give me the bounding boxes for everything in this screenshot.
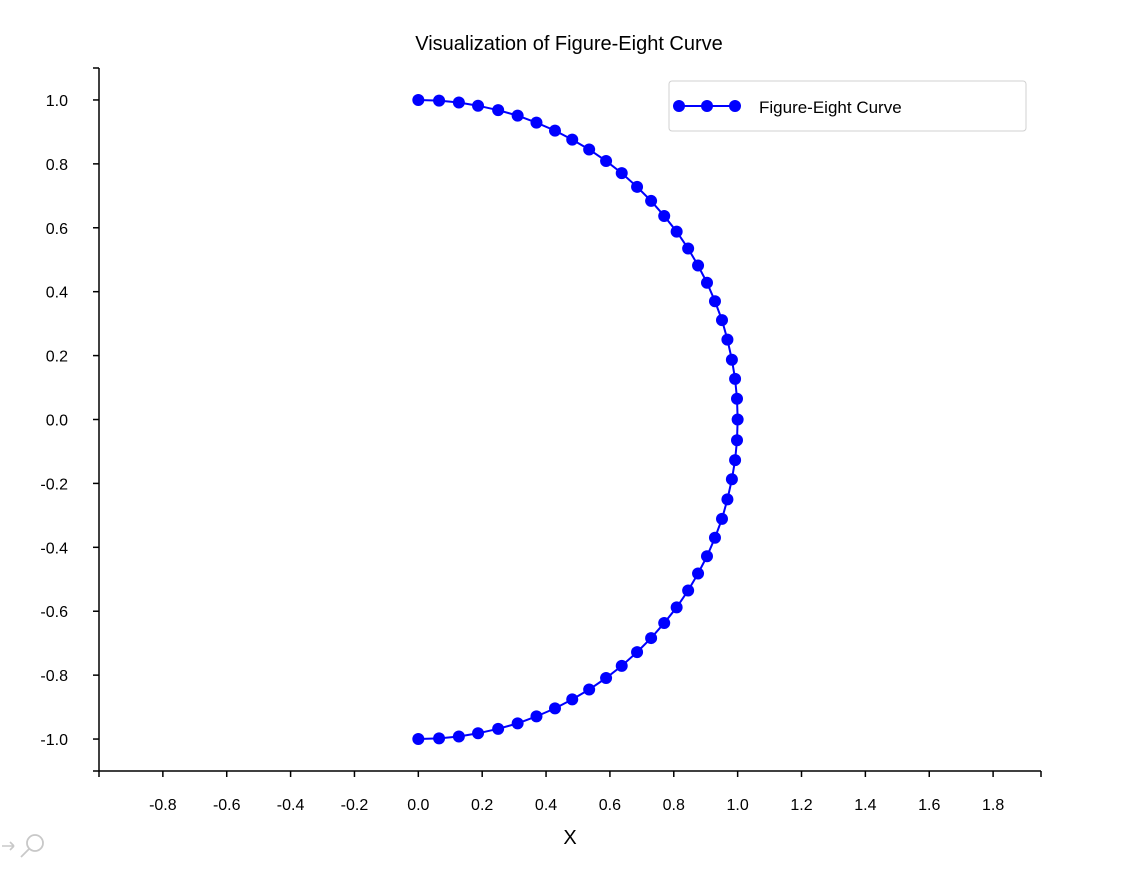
data-point bbox=[721, 493, 734, 506]
data-point bbox=[631, 180, 644, 193]
data-point bbox=[472, 727, 485, 740]
legend-marker bbox=[729, 100, 741, 112]
data-point bbox=[708, 295, 721, 308]
series-line bbox=[418, 98, 739, 741]
y-tick-label: 1.0 bbox=[46, 93, 68, 110]
data-point bbox=[658, 209, 671, 222]
x-tick-label: 1.6 bbox=[918, 797, 940, 814]
data-point bbox=[615, 659, 628, 672]
pan-icon[interactable] bbox=[2, 841, 15, 851]
data-point bbox=[731, 392, 744, 405]
axes: -0.8 -0.6 -0.4 -0.2 0.0 0.2 0.4 0.6 0.8 1.0 1.2 1.4… bbox=[40, 67, 1042, 814]
y-tick-label: -0.4 bbox=[40, 540, 68, 557]
data-point bbox=[492, 722, 505, 735]
x-tick-label: 0.6 bbox=[599, 797, 621, 814]
data-point bbox=[670, 225, 683, 238]
data-point bbox=[729, 454, 742, 467]
y-tick-label: -1.0 bbox=[40, 732, 68, 749]
data-point bbox=[452, 96, 465, 109]
x-tick-label: -0.8 bbox=[149, 797, 177, 814]
data-point bbox=[725, 353, 738, 366]
plot-area bbox=[412, 93, 744, 746]
data-point bbox=[548, 124, 561, 137]
data-point bbox=[729, 372, 742, 385]
data-point bbox=[452, 730, 465, 743]
x-tick-label: 1.2 bbox=[790, 797, 812, 814]
toolbar bbox=[2, 834, 44, 858]
data-point bbox=[692, 259, 705, 272]
x-tick-label: -0.2 bbox=[341, 797, 369, 814]
data-point bbox=[725, 473, 738, 486]
x-tick-label: 0.4 bbox=[535, 797, 557, 814]
y-tick-label: -0.6 bbox=[40, 604, 68, 621]
x-tick-label: -0.4 bbox=[277, 797, 305, 814]
y-tick-label: -0.8 bbox=[40, 668, 68, 685]
data-point bbox=[670, 601, 683, 614]
data-point bbox=[433, 732, 446, 745]
data-point bbox=[645, 632, 658, 645]
y-tick-label: 0.8 bbox=[46, 157, 68, 174]
legend-label: Figure-Eight Curve bbox=[759, 98, 902, 117]
data-point bbox=[583, 683, 596, 696]
y-tick-label: 0.6 bbox=[46, 221, 68, 238]
data-point bbox=[700, 550, 713, 563]
data-point bbox=[433, 94, 446, 107]
series-markers bbox=[412, 93, 744, 746]
x-tick-label: 1.4 bbox=[854, 797, 876, 814]
data-point bbox=[721, 333, 734, 346]
data-point bbox=[472, 99, 485, 112]
y-ticks: -1.0 -0.8 -0.6 -0.4 -0.2 0.0 0.2 0.4 0.6 0.8 1.0 bbox=[40, 67, 99, 772]
legend-marker bbox=[701, 100, 713, 112]
data-point bbox=[658, 617, 671, 630]
x-tick-label: 0.0 bbox=[407, 797, 429, 814]
data-point bbox=[600, 154, 613, 167]
data-point bbox=[583, 143, 596, 156]
legend-box bbox=[668, 80, 1027, 132]
data-point bbox=[682, 242, 695, 255]
data-point bbox=[715, 512, 728, 525]
data-point bbox=[511, 109, 524, 122]
x-tick-label: 0.8 bbox=[663, 797, 685, 814]
data-point bbox=[708, 531, 721, 544]
data-point bbox=[530, 116, 543, 129]
data-point bbox=[492, 104, 505, 117]
legend: Figure-Eight Curve bbox=[668, 80, 1027, 132]
x-tick-label: 1.0 bbox=[727, 797, 749, 814]
data-point bbox=[412, 93, 425, 106]
x-axis-label: X bbox=[563, 827, 576, 849]
data-point bbox=[412, 733, 425, 746]
zoom-icon[interactable] bbox=[20, 834, 44, 858]
data-point bbox=[700, 276, 713, 289]
y-tick-label: 0.0 bbox=[46, 413, 68, 430]
data-point bbox=[600, 672, 613, 685]
data-point bbox=[731, 434, 744, 447]
data-point bbox=[682, 584, 695, 597]
data-point bbox=[692, 567, 705, 580]
data-point bbox=[731, 413, 744, 426]
data-point bbox=[511, 717, 524, 730]
data-point bbox=[645, 194, 658, 207]
y-tick-label: 0.4 bbox=[46, 285, 68, 302]
y-tick-label: -0.2 bbox=[40, 476, 68, 493]
data-point bbox=[631, 646, 644, 659]
data-point bbox=[715, 314, 728, 327]
x-tick-label: 1.8 bbox=[982, 797, 1004, 814]
data-point bbox=[530, 710, 543, 723]
legend-marker bbox=[673, 100, 685, 112]
x-tick-label: -0.6 bbox=[213, 797, 241, 814]
data-point bbox=[566, 693, 579, 706]
data-point bbox=[615, 167, 628, 180]
y-tick-label: 0.2 bbox=[46, 349, 68, 366]
data-point bbox=[566, 133, 579, 146]
chart-title: Visualization of Figure-Eight Curve bbox=[415, 33, 723, 55]
x-ticks: -0.8 -0.6 -0.4 -0.2 0.0 0.2 0.4 0.6 0.8 1.0 1.2 1.4… bbox=[98, 771, 1042, 814]
data-point bbox=[548, 702, 561, 715]
x-tick-label: 0.2 bbox=[471, 797, 493, 814]
